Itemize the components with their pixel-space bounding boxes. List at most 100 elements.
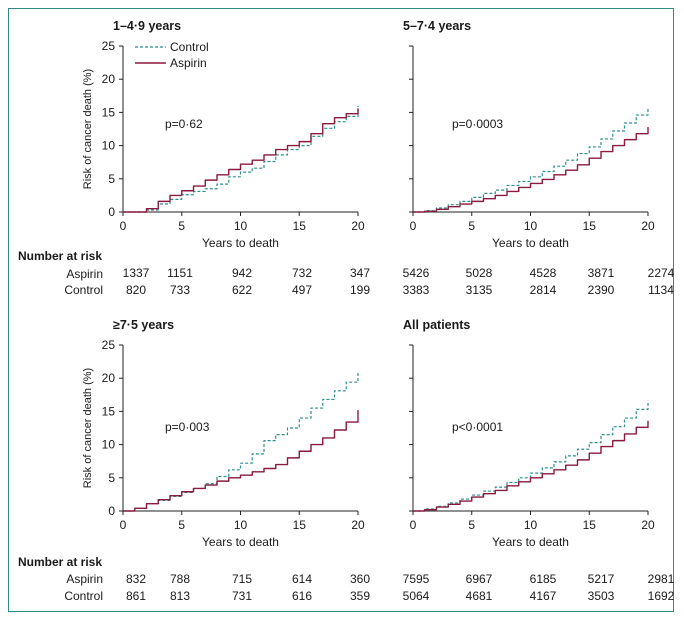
risk-count-control: 1692 [648,589,675,603]
risk-count-aspirin: 715 [232,572,252,586]
risk-count-aspirin: 7595 [403,572,430,586]
risk-count-control: 733 [170,283,190,297]
x-tick-label: 20 [641,518,655,532]
risk-count-control: 5064 [403,589,430,603]
control-series-line [413,107,649,213]
panel-title: ≥7·5 years [113,318,174,332]
risk-count-aspirin: 832 [126,572,146,586]
x-tick-label: 5 [468,518,475,532]
panel-title: All patients [403,318,470,332]
x-tick-label: 0 [410,518,417,532]
x-tick-label: 10 [524,219,538,233]
y-tick-label: 10 [102,139,116,153]
risk-row-label-aspirin-top: Aspirin [66,267,103,281]
risk-count-control: 3135 [466,283,493,297]
x-tick-label: 10 [234,219,248,233]
panel-title: 5–7·4 years [403,19,471,33]
y-tick-label: 25 [102,39,116,53]
risk-count-aspirin: 1337 [123,266,150,280]
x-tick-label: 5 [178,518,185,532]
x-tick-label: 15 [583,219,597,233]
x-tick-label: 15 [293,518,307,532]
y-axis-label: Risk of cancer death (%) [82,69,94,189]
risk-count-control: 813 [170,589,190,603]
x-tick-label: 0 [120,219,127,233]
x-axis-label: Years to death [202,236,279,250]
risk-count-control: 4681 [466,589,493,603]
risk-count-control: 359 [350,589,370,603]
p-value: p=0·62 [165,117,203,131]
number-at-risk-heading-bottom: Number at risk [18,555,102,569]
risk-row-label-control-top: Control [64,283,103,297]
risk-count-aspirin: 360 [350,572,370,586]
y-tick-label: 0 [108,205,115,219]
risk-count-control: 1134 [648,283,674,297]
x-tick-label: 20 [641,219,655,233]
y-tick-label: 5 [108,172,115,186]
control-series-line [123,105,359,213]
risk-count-aspirin: 2274 [648,266,675,280]
p-value: p<0·0001 [452,420,503,434]
x-tick-label: 20 [351,219,365,233]
aspirin-series-line [123,108,359,213]
x-tick-label: 20 [351,518,365,532]
y-tick-label: 20 [102,72,116,86]
number-at-risk-heading-top: Number at risk [18,249,102,263]
x-tick-label: 15 [293,219,307,233]
risk-count-control: 861 [126,589,146,603]
risk-count-control: 3503 [588,589,615,603]
risk-count-aspirin: 3871 [588,266,615,280]
p-value: p=0·003 [165,420,210,434]
risk-count-control: 3383 [403,283,430,297]
y-axis-label: Risk of cancer death (%) [82,368,94,488]
y-tick-label: 0 [108,504,115,518]
risk-count-aspirin: 942 [232,266,252,280]
risk-count-control: 199 [350,283,370,297]
y-tick-label: 25 [102,338,116,352]
risk-count-aspirin: 2981 [648,572,675,586]
y-tick-label: 5 [108,471,115,485]
x-tick-label: 15 [583,518,597,532]
x-tick-label: 10 [234,518,248,532]
x-axis-label: Years to death [492,236,569,250]
y-tick-label: 15 [102,105,116,119]
risk-count-aspirin: 4528 [530,266,557,280]
control-series-line [123,371,359,512]
risk-count-aspirin: 5028 [466,266,493,280]
risk-count-control: 2390 [588,283,615,297]
x-tick-label: 10 [524,518,538,532]
risk-count-aspirin: 347 [350,266,370,280]
risk-count-control: 616 [292,589,312,603]
x-tick-label: 0 [120,518,127,532]
aspirin-series-line [413,420,649,512]
risk-count-aspirin: 1151 [167,266,193,280]
risk-count-aspirin: 5426 [403,266,430,280]
risk-count-control: 622 [232,283,252,297]
x-axis-label: Years to death [202,535,279,549]
figure-frame [8,8,674,612]
risk-row-label-control-bottom: Control [64,589,103,603]
aspirin-series-line [123,410,359,512]
risk-count-control: 4167 [530,589,557,603]
x-tick-label: 5 [178,219,185,233]
x-tick-label: 0 [410,219,417,233]
y-tick-label: 15 [102,404,116,418]
risk-count-aspirin: 614 [292,572,312,586]
risk-count-control: 731 [232,589,252,603]
risk-count-aspirin: 732 [292,266,312,280]
risk-count-aspirin: 5217 [588,572,615,586]
panel-title: 1–4·9 years [113,19,181,33]
risk-count-aspirin: 6967 [466,572,493,586]
x-tick-label: 5 [468,219,475,233]
p-value: p=0·0003 [452,117,503,131]
risk-count-aspirin: 6185 [530,572,557,586]
control-series-line [413,400,649,512]
risk-count-control: 2814 [530,283,557,297]
aspirin-series-line [413,127,649,213]
y-tick-label: 10 [102,438,116,452]
y-tick-label: 20 [102,371,116,385]
risk-row-label-aspirin-bottom: Aspirin [66,572,103,586]
legend-label-control: Control [170,40,209,54]
risk-count-control: 820 [126,283,146,297]
